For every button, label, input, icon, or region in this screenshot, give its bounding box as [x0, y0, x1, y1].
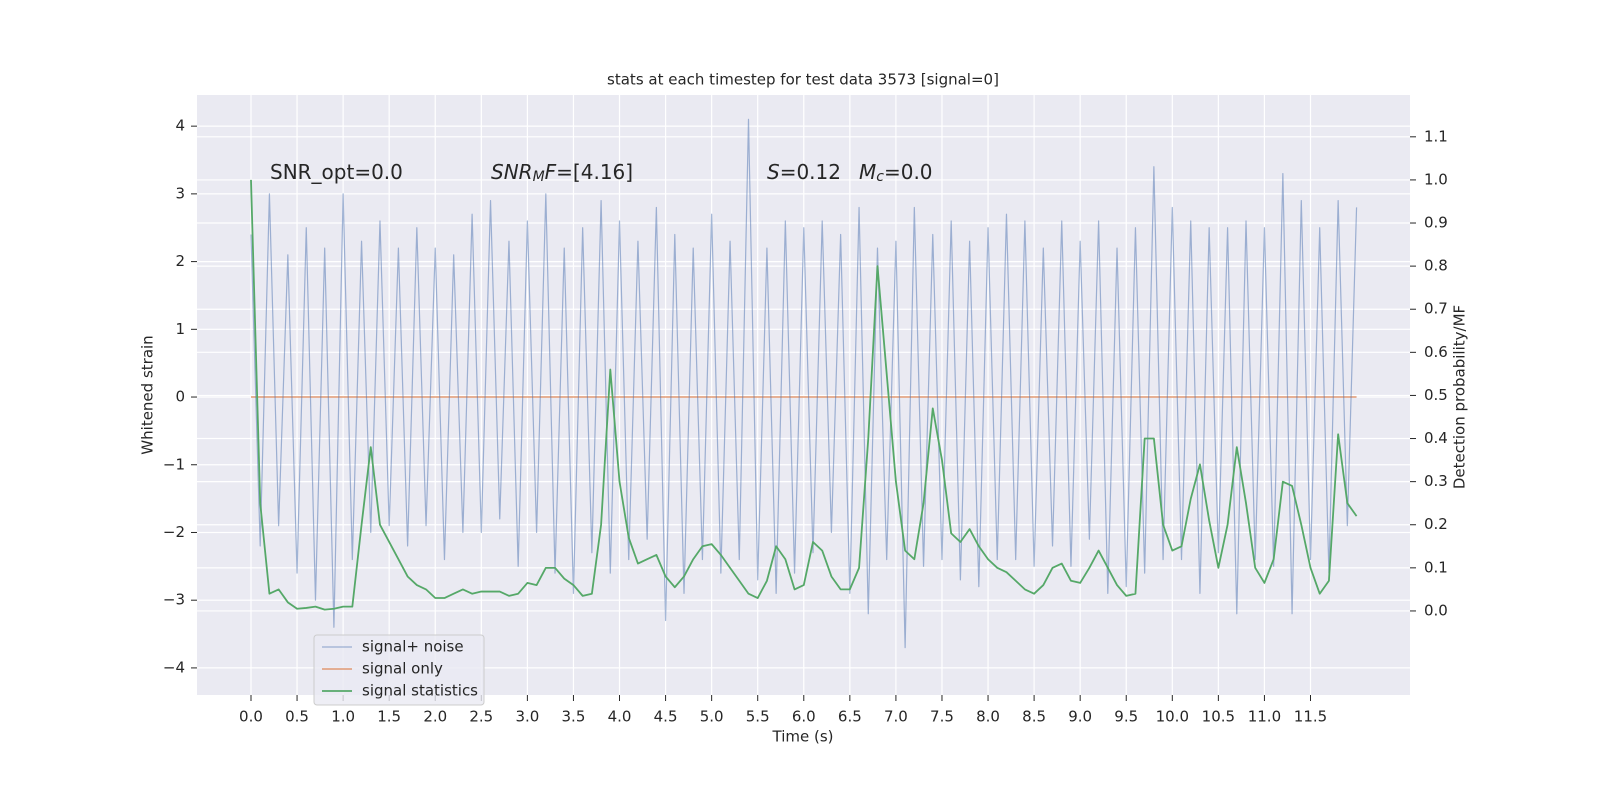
annotation-part: =[4.16] [556, 160, 633, 184]
chart-title: stats at each timestep for test data 357… [607, 71, 999, 89]
annotation-part: =0.12 [780, 160, 841, 184]
marks [250, 118, 1358, 649]
annotation-part: M [859, 160, 876, 184]
y-tick-label: 1 [175, 320, 185, 338]
y2-tick-label: 0.8 [1424, 257, 1448, 275]
y2-tick-label: 0.1 [1424, 558, 1448, 576]
legend-label: signal statistics [362, 682, 478, 700]
y-tick-label: 0 [175, 388, 185, 406]
x-tick-label: 11.0 [1248, 708, 1281, 726]
annotation-part: =0.0 [884, 160, 933, 184]
x-tick-label: 6.0 [792, 708, 816, 726]
y2-tick-label: 0.7 [1424, 300, 1448, 318]
x-tick-label: 4.5 [654, 708, 678, 726]
annotation-part: c [876, 169, 884, 185]
annotation: S=0.12 [767, 160, 841, 184]
y-tick-label: −2 [163, 523, 185, 541]
legend-box [313, 634, 485, 706]
y2-tick-label: 0.5 [1424, 386, 1448, 404]
x-tick-label: 9.5 [1114, 708, 1138, 726]
y2-tick-label: 1.1 [1424, 127, 1448, 145]
y-tick-label: 4 [175, 117, 185, 135]
x-tick-label: 10.0 [1156, 708, 1189, 726]
x-tick-label: 1.5 [377, 708, 401, 726]
annotation-part: SNR [491, 160, 533, 184]
y2-tick-label: 0.9 [1424, 214, 1448, 232]
y-tick-label: −3 [163, 591, 185, 609]
y2-tick-label: 0.2 [1424, 515, 1448, 533]
x-tick-label: 7.0 [884, 708, 908, 726]
y-tick-label: 3 [175, 184, 185, 202]
x-tick-label: 9.0 [1068, 708, 1092, 726]
x-tick-label: 8.0 [976, 708, 1000, 726]
annotation-part: M [533, 169, 545, 185]
annotation-part: SNR_opt=0.0 [270, 160, 403, 184]
series-line [250, 179, 1358, 611]
x-tick-label: 3.0 [515, 708, 539, 726]
y2-tick-label: 0.0 [1424, 601, 1448, 619]
annotation-part: F [545, 160, 557, 184]
annotation: SNRMF=[4.16] [491, 160, 633, 186]
y-tick-label: −4 [163, 658, 185, 676]
x-tick-label: 7.5 [930, 708, 954, 726]
y2-tick-label: 0.3 [1424, 472, 1448, 490]
y-tick-label: −1 [163, 455, 185, 473]
x-tick-label: 2.0 [423, 708, 447, 726]
x-tick-label: 2.5 [469, 708, 493, 726]
legend: signal+ noise signal only signal statistic… [313, 634, 485, 706]
y2-tick-label: 1.0 [1424, 170, 1448, 188]
y2-tick-label: 0.4 [1424, 429, 1448, 447]
x-tick-label: 0.0 [239, 708, 263, 726]
x-tick-label: 8.5 [1022, 708, 1046, 726]
annotation: SNR_opt=0.0 [270, 160, 403, 184]
x-tick-label: 6.5 [838, 708, 862, 726]
y2-tick-label: 0.6 [1424, 343, 1448, 361]
series-line [250, 118, 1358, 649]
x-tick-label: 10.5 [1202, 708, 1235, 726]
x-tick-label: 0.5 [285, 708, 309, 726]
x-tick-label: 4.0 [608, 708, 632, 726]
y-tick-label: 2 [175, 252, 185, 270]
y2-axis-label: Detection probability/MF [1451, 305, 1469, 489]
x-tick-label: 5.0 [700, 708, 724, 726]
x-axis-label: Time (s) [772, 728, 834, 746]
annotation: Mc=0.0 [859, 160, 933, 186]
x-tick-label: 3.5 [562, 708, 586, 726]
x-tick-label: 11.5 [1294, 708, 1327, 726]
legend-label: signal only [362, 660, 443, 678]
annotation-part: S [767, 160, 780, 184]
x-tick-label: 1.0 [331, 708, 355, 726]
x-tick-label: 5.5 [746, 708, 770, 726]
legend-label: signal+ noise [362, 638, 464, 656]
y-axis-label: Whitened strain [139, 335, 157, 454]
axes: 0.0 0.5 1.0 1.5 2.0 2.5 3.0 3.5 4.0 4.5 5.0 5.5 6.0 6… [163, 117, 1448, 726]
